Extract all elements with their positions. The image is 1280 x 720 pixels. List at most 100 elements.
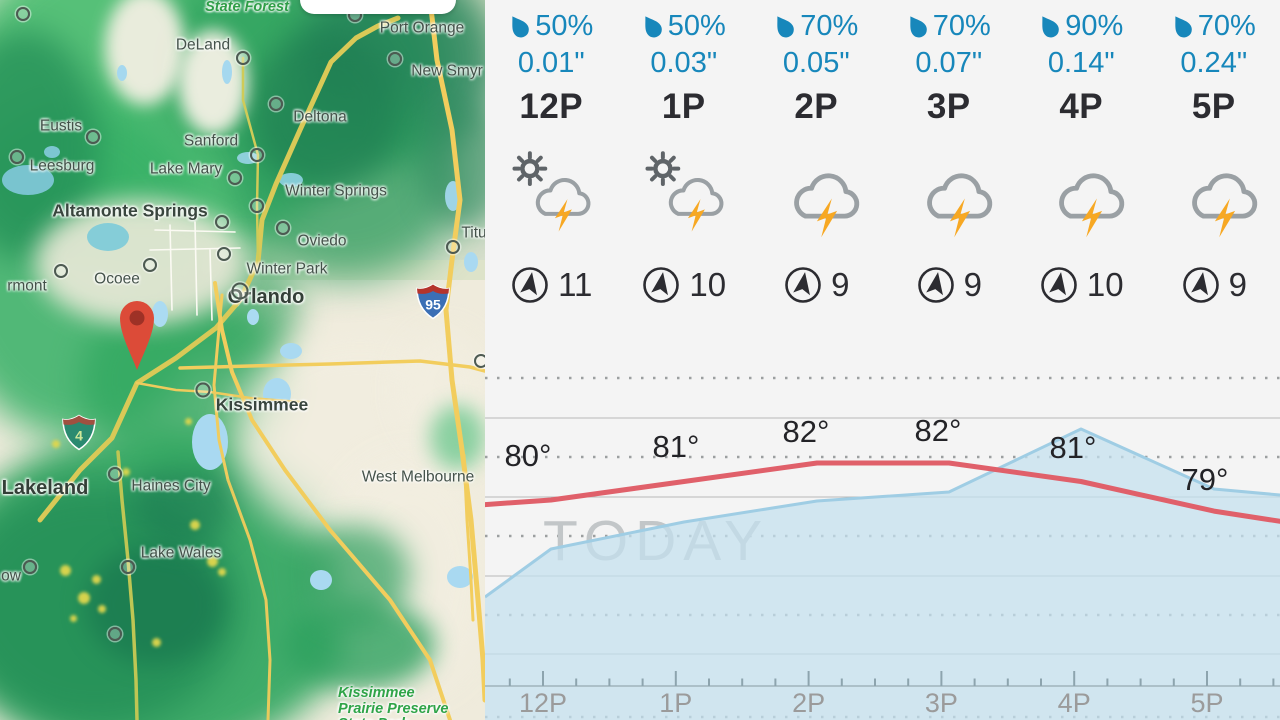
axis-strip [485, 686, 1280, 720]
road [213, 281, 452, 720]
hourly-columns: 50% 0.01" 12P 11 50% 0.03" 1P 10 70% 0.05" 2P 9 70% 0… [485, 0, 1280, 305]
city-dot [276, 221, 290, 235]
raindrop-icon [1042, 16, 1060, 38]
precip-chance: 50% [642, 10, 726, 43]
precip-amount: 0.03" [650, 47, 718, 79]
temperature-label: 81° [653, 429, 700, 464]
precip-amount: 0.01" [517, 47, 585, 79]
svg-text:4: 4 [75, 428, 83, 444]
wind-reading: 10 [1039, 265, 1124, 305]
hour-column-12P[interactable]: 50% 0.01" 12P 11 [485, 0, 618, 305]
city-dot [16, 7, 30, 21]
city-dot [23, 560, 37, 574]
hour-label: 5P [1191, 87, 1236, 126]
precip-chance-value: 70% [932, 10, 991, 42]
city-dot [217, 247, 231, 261]
precip-chance-value: 50% [667, 10, 726, 42]
city-dot [446, 240, 460, 254]
map-roads-lakes-svg [2, 0, 485, 720]
lake [44, 146, 60, 158]
city-dot [108, 467, 122, 481]
lake [263, 378, 291, 410]
wind-speed-value: 10 [1086, 266, 1124, 303]
city-dot [143, 258, 157, 272]
wind-reading: 10 [641, 265, 726, 305]
precip-amount: 0.05" [782, 47, 850, 79]
map-label: rmont [7, 277, 47, 295]
map-label: Port Orange [379, 19, 465, 37]
map-label: Altamonte Springs [52, 200, 208, 221]
map-label: Haines City [131, 477, 211, 495]
interstate-95-shield: 95 [415, 283, 451, 326]
precip-chance: 90% [1039, 10, 1123, 43]
hour-column-4P[interactable]: 90% 0.14" 4P 10 [1015, 0, 1148, 305]
hour-label: 12P [519, 87, 584, 126]
precip-chance: 50% [509, 10, 593, 43]
city-dot [474, 354, 485, 368]
svg-text:95: 95 [425, 297, 441, 313]
map-label: Lake Wales [140, 544, 222, 562]
location-pin[interactable] [117, 298, 157, 379]
road [178, 359, 485, 373]
lake [464, 252, 478, 272]
road [169, 224, 173, 311]
hour-column-1P[interactable]: 50% 0.03" 1P 10 [618, 0, 751, 305]
map-label: Deltona [293, 108, 347, 126]
map-label: Eustis [39, 117, 83, 135]
wind-direction-icon [643, 267, 680, 303]
road [226, 478, 272, 720]
wind-direction-icon [512, 267, 548, 303]
hour-column-2P[interactable]: 70% 0.05" 2P 9 [750, 0, 883, 305]
raindrop-icon [777, 16, 795, 38]
hourly-forecast-panel[interactable]: TODAY 80° 81° 82° 82° 81° 79° 12P 1P 2P 3P 4P 5P 50%… [485, 0, 1280, 720]
map-label: Winter Springs [285, 182, 387, 200]
map-markers-layer: 95 4 [0, 0, 485, 720]
map-label: Titu [461, 224, 485, 242]
road [462, 453, 475, 622]
wind-reading: 11 [510, 265, 592, 305]
city-dot [228, 171, 242, 185]
city-dot [86, 130, 100, 144]
axis-hour-label: 1P [659, 688, 692, 718]
map-label: Sanford [183, 132, 239, 150]
radar-heavy-cell [122, 468, 130, 476]
radar-map[interactable]: State Forest Port Orange DeLand New Smyr Del… [0, 0, 485, 720]
axis-hour-label: 5P [1190, 688, 1223, 718]
raindrop-icon [645, 16, 662, 38]
precip-amount: 0.24" [1180, 47, 1248, 79]
precip-chance-value: 90% [1065, 10, 1124, 42]
lake [2, 165, 54, 195]
precip-chance: 70% [1172, 10, 1256, 43]
radar-heavy-cell [207, 556, 218, 567]
lake [279, 173, 303, 187]
precip-chance: 70% [774, 10, 858, 43]
precip-amount: 0.07" [915, 47, 983, 79]
radar-heavy-cell [78, 592, 90, 604]
hour-column-3P[interactable]: 70% 0.07" 3P 9 [883, 0, 1016, 305]
wind-speed-value: 10 [689, 266, 727, 303]
city-dot [269, 97, 283, 111]
radar-heavy-cell [92, 575, 101, 584]
map-label: Lakeland [1, 477, 89, 500]
wind-speed-value: 9 [1228, 266, 1247, 303]
hour-label: 3P [926, 87, 971, 126]
radar-heavy-cell [185, 418, 192, 425]
wind-direction-icon [1041, 267, 1077, 303]
city-dot [231, 282, 249, 300]
road [209, 249, 213, 321]
thunderstorm-icon [1164, 151, 1264, 239]
axis-hour-label: 12P [519, 688, 567, 718]
map-label: Kissimmee [215, 394, 309, 415]
partly-sunny-thunderstorm-icon [501, 151, 601, 239]
temperature-label: 82° [783, 414, 830, 449]
axis-hour-label: 4P [1058, 688, 1091, 718]
lake [87, 223, 129, 251]
precip-chance-value: 70% [800, 10, 859, 42]
city-dot [250, 199, 264, 213]
search-pill[interactable] [300, 0, 456, 14]
lake [117, 65, 127, 81]
wind-direction-icon [785, 267, 821, 303]
partly-sunny-thunderstorm-icon [634, 151, 734, 239]
hour-column-5P[interactable]: 70% 0.24" 5P 9 [1148, 0, 1280, 305]
precip-chance: 70% [907, 10, 991, 43]
